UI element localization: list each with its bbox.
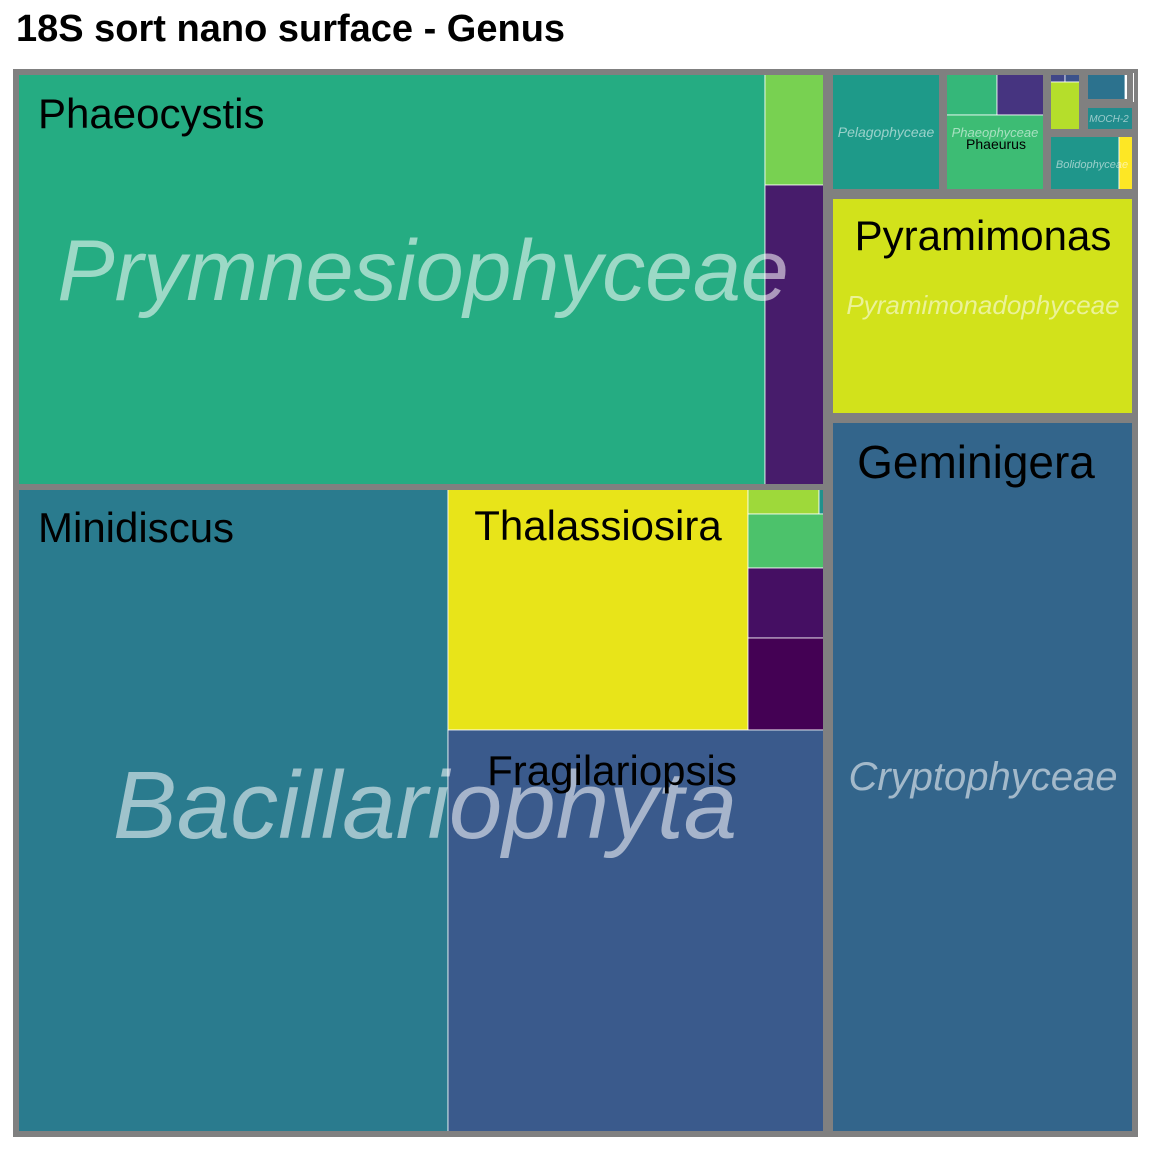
group-label-cryptophyceae: Cryptophyceae xyxy=(848,755,1117,799)
genus-rect-phaeophyceae-1 xyxy=(996,71,1047,116)
genus-label-phaeocystis: Phaeocystis xyxy=(38,90,264,137)
group-label-moch-2: MOCH-2 xyxy=(1089,114,1129,125)
group-border-item xyxy=(1045,69,1085,135)
genus-label-fragilariopsis: Fragilariopsis xyxy=(487,747,737,794)
genus-label-geminigera: Geminigera xyxy=(857,436,1095,488)
genus-rect-phaeocystis xyxy=(15,71,766,488)
group-border-cryptophyceae xyxy=(827,417,1138,1137)
genus-label-phaeurus: Phaeurus xyxy=(966,136,1026,152)
genus-rect-geminigera xyxy=(829,419,1136,1135)
group-borders-layer xyxy=(13,69,1138,1137)
genus-rect-phaeophyceae-0 xyxy=(943,71,998,116)
group-border-bacillariophyta xyxy=(13,484,829,1137)
genus-rect-phaeurus xyxy=(943,114,1047,193)
genus-rect-pyramimonas xyxy=(829,195,1136,417)
genus-label-minidiscus: Minidiscus xyxy=(38,504,234,551)
group-label-bolidophyceae: Bolidophyceae xyxy=(1056,159,1128,171)
genus-rect-moch-2-0 xyxy=(1084,104,1136,133)
genus-rect-item-2 xyxy=(1047,81,1081,131)
genus-rect-prymnesiophyceae-2 xyxy=(764,184,827,488)
group-label-pyramimonadophyceae: Pyramimonadophyceae xyxy=(846,290,1119,320)
genus-rect-bolidophyceae-0 xyxy=(1047,133,1120,193)
genus-labels-layer: Phaeocystis Minidiscus Thalassiosira Fragil… xyxy=(38,90,1111,794)
genus-rect-item-0 xyxy=(1084,71,1126,103)
group-label-phaeophyceae: Phaeophyceae xyxy=(952,125,1039,140)
genus-rect-prymnesiophyceae-1 xyxy=(764,71,827,186)
group-label-prymnesiophyceae: Prymnesiophyceae xyxy=(57,223,788,319)
group-labels-layer: Prymnesiophyceae Bacillariophyta Cryptophy… xyxy=(57,114,1129,859)
genus-rect-bacillariophyta-5 xyxy=(747,567,827,639)
genus-rect-fragilariopsis xyxy=(447,729,827,1135)
group-label-pelagophyceae: Pelagophyceae xyxy=(838,124,935,140)
chart-title: 18S sort nano surface - Genus xyxy=(16,8,566,50)
genus-label-thalassiosira: Thalassiosira xyxy=(474,502,722,549)
genus-rect-bacillariophyta-6 xyxy=(747,637,827,731)
genus-rect-bacillariophyta-2 xyxy=(747,486,820,515)
group-label-bacillariophyta: Bacillariophyta xyxy=(113,752,737,859)
genus-rects-layer xyxy=(15,71,1136,1135)
genus-label-pyramimonas: Pyramimonas xyxy=(855,212,1112,259)
genus-rect-bacillariophyta-4 xyxy=(747,513,827,569)
genus-rect-minidiscus xyxy=(15,486,449,1135)
group-border-pyramimonadophyceae xyxy=(827,193,1138,419)
